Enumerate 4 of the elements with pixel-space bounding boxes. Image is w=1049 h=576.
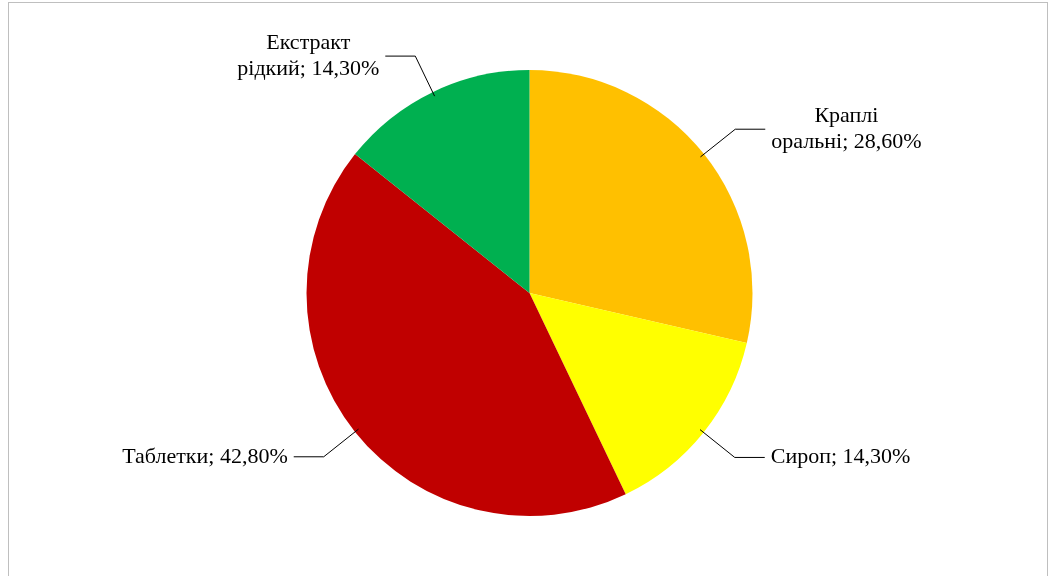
slice-label: Краплі оральні; 28,60% — [771, 101, 922, 153]
slice-label: Сироп; 14,30% — [770, 443, 911, 469]
slice-label: Таблетки; 42,80% — [122, 442, 288, 468]
slice-label: Екстракт рідкий; 14,30% — [237, 28, 380, 80]
